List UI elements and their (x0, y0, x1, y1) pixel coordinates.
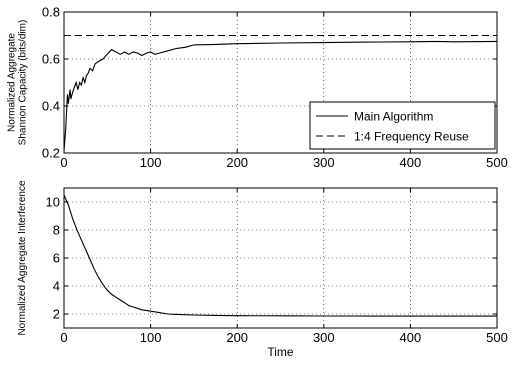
x-tick-label: 200 (226, 155, 248, 170)
y-tick-label: 10 (46, 195, 60, 210)
x-tick-label: 0 (60, 155, 67, 170)
legend-box (309, 101, 496, 150)
y-tick-label: 2 (53, 307, 60, 322)
x-tick-label: 400 (400, 155, 422, 170)
y-tick-label: 0.8 (42, 5, 60, 20)
chart-2: 0 100 200 300 400 500 2 4 6 8 10 Normalized Aggrega… (17, 180, 508, 359)
series-line-1 (63, 194, 497, 317)
y-tick-label: 4 (53, 279, 60, 294)
y-axis-label: Shannon Capacity (bits/dim) (18, 20, 29, 146)
x-axis-label: Time (267, 345, 294, 359)
x-tick-label: 200 (226, 330, 248, 345)
chart-1: 0 100 200 300 400 500 0.2 0.4 0.6 0.8 Normalized A… (7, 5, 508, 171)
x-tick-label: 500 (486, 155, 508, 170)
y-tick-label: 0.2 (42, 146, 60, 161)
legend: Main Algorithm 1:4 Frequency Reuse (309, 101, 496, 150)
y-tick-label: 0.6 (42, 52, 60, 67)
y-tick-label: 0.4 (42, 99, 60, 114)
x-tick-label: 100 (140, 330, 162, 345)
y-tick-label: 6 (53, 251, 60, 266)
x-tick-label: 0 (60, 330, 67, 345)
legend-label: 1:4 Frequency Reuse (354, 130, 469, 144)
legend-label: Main Algorithm (354, 110, 433, 124)
y-axis-label: Normalized Aggregate (7, 33, 18, 132)
x-tick-label: 300 (313, 155, 335, 170)
series-line-1 (63, 40, 498, 151)
plot-frame (63, 11, 498, 154)
x-tick-label: 300 (313, 330, 335, 345)
x-tick-label: 400 (400, 330, 422, 345)
y-tick-label: 8 (53, 223, 60, 238)
x-tick-label: 500 (486, 330, 508, 345)
y-axis-label: Normalized Aggregate Interference (17, 180, 28, 336)
x-tick-label: 100 (140, 155, 162, 170)
